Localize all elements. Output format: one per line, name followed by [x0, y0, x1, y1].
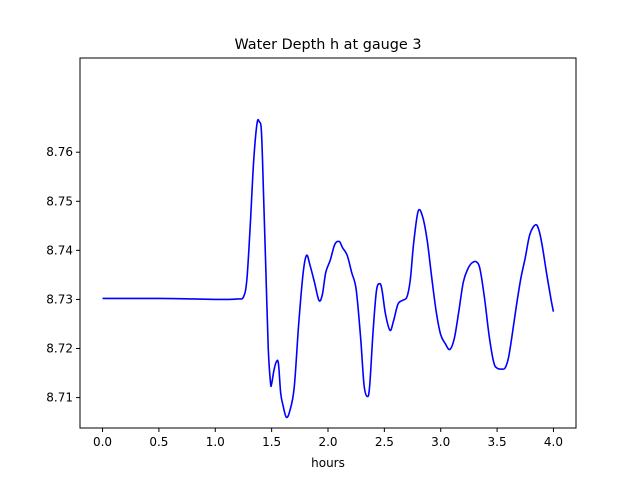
- x-tick-label: 4.0: [544, 435, 563, 449]
- y-tick-label: 8.75: [46, 194, 73, 208]
- x-tick-label: 3.0: [431, 435, 450, 449]
- chart-title: Water Depth h at gauge 3: [234, 37, 421, 53]
- x-tick-label: 3.5: [488, 435, 507, 449]
- plot-area: 0.0 0.5 1.0 1.5 2.0 2.5 3.0 3.5 4.0 8.71 8.72 8.73…: [46, 57, 577, 449]
- x-tick-label: 2.5: [375, 435, 394, 449]
- series-line: [102, 118, 555, 419]
- x-tick-label: 0.0: [93, 435, 112, 449]
- y-axis-ticks: 8.71 8.72 8.73 8.74 8.75 8.76: [46, 145, 80, 405]
- series-lines: [102, 118, 555, 419]
- x-tick-label: 1.5: [262, 435, 281, 449]
- y-tick-label: 8.72: [46, 342, 73, 356]
- y-tick-label: 8.76: [46, 145, 73, 159]
- x-tick-label: 0.5: [149, 435, 168, 449]
- y-tick-label: 8.73: [46, 292, 73, 306]
- y-tick-label: 8.71: [46, 391, 73, 405]
- x-axis-ticks: 0.0 0.5 1.0 1.5 2.0 2.5 3.0 3.5 4.0: [93, 428, 563, 449]
- x-tick-label: 1.0: [206, 435, 225, 449]
- x-tick-label: 2.0: [318, 435, 337, 449]
- axes-frame: [79, 57, 577, 429]
- y-tick-label: 8.74: [46, 243, 73, 257]
- x-axis-label: hours: [311, 456, 345, 470]
